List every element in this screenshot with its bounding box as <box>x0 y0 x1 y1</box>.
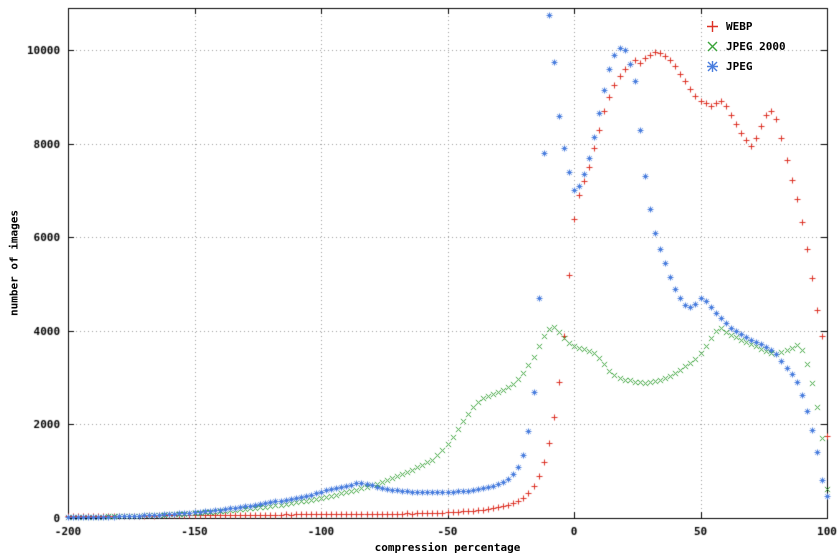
legend-label: JPEG <box>726 59 753 73</box>
legend: WEBP JPEG 2000 JPEG <box>706 16 786 76</box>
x-axis-title: compression percentage <box>374 541 521 554</box>
legend-item-webp: WEBP <box>706 16 786 36</box>
y-axis-title: number of images <box>7 210 21 316</box>
legend-item-jpeg: JPEG <box>706 56 786 76</box>
legend-star-marker-icon <box>706 60 719 73</box>
legend-item-jpeg-2000: JPEG 2000 <box>706 36 786 56</box>
legend-label: JPEG 2000 <box>726 39 786 53</box>
legend-cross-marker-icon <box>706 40 719 53</box>
legend-label: WEBP <box>726 19 753 33</box>
legend-plus-marker-icon <box>706 20 719 33</box>
